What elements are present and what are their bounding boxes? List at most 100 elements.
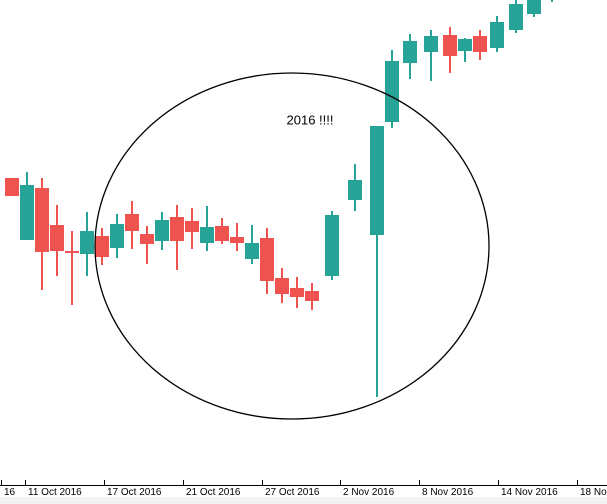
candle <box>290 277 304 308</box>
candle <box>230 223 244 251</box>
candlestick-series <box>5 0 553 397</box>
candle <box>424 30 438 81</box>
candle <box>403 34 417 79</box>
candle <box>110 214 124 258</box>
x-axis-tick-label: 18 Nov 2016 <box>580 487 607 498</box>
x-axis-ticks <box>0 480 607 486</box>
candle <box>473 30 487 60</box>
candle <box>305 283 319 310</box>
x-axis-line <box>0 485 607 486</box>
x-axis-tick <box>340 480 341 486</box>
candle <box>509 0 523 33</box>
candle <box>260 228 274 294</box>
candle <box>95 228 109 265</box>
candle <box>458 38 472 62</box>
candle-body <box>230 237 244 243</box>
candle <box>275 268 289 303</box>
candle-body <box>50 225 64 251</box>
candle <box>348 164 362 211</box>
candle-wick <box>71 231 73 305</box>
x-axis-tick <box>262 480 263 486</box>
x-axis-tick-label: 11 Oct 2016 <box>28 487 82 498</box>
candle <box>385 50 399 128</box>
x-axis-tick-label: 2 Nov 2016 <box>343 487 395 498</box>
candle-body <box>125 214 139 231</box>
candle-body <box>260 238 274 281</box>
candle-body <box>155 220 169 241</box>
candle <box>325 211 339 280</box>
chart-canvas <box>5 0 553 420</box>
candle-body <box>200 227 214 243</box>
candle <box>551 0 553 2</box>
candle <box>370 126 384 397</box>
candle <box>245 225 259 264</box>
candle-body <box>305 291 319 301</box>
x-axis-tick-label: 27 Oct 2016 <box>265 487 320 498</box>
candle-body <box>473 36 487 52</box>
x-axis-tick <box>419 480 420 486</box>
candle <box>35 178 49 290</box>
candle <box>185 208 199 249</box>
candle <box>200 206 214 251</box>
candle-body <box>185 221 199 232</box>
highlight-ellipse <box>94 72 490 420</box>
candle <box>5 178 19 196</box>
candle <box>80 212 94 276</box>
x-axis-tick <box>25 480 26 486</box>
x-axis-tick <box>104 480 105 486</box>
candle <box>443 27 457 73</box>
candle-wick <box>551 0 553 2</box>
candle <box>20 172 34 240</box>
candle-body <box>385 61 399 122</box>
candle <box>140 226 154 264</box>
candle <box>170 205 184 270</box>
annotation-label-2016: 2016 !!!! <box>286 112 334 128</box>
candle-body <box>443 35 457 56</box>
x-axis-tick-label: 21 Oct 2016 <box>186 487 241 498</box>
candle-body <box>65 251 79 253</box>
annotation-shapes <box>94 72 490 420</box>
x-axis-tick-label: 14 Nov 2016 <box>501 487 558 498</box>
x-axis-tick <box>1 480 2 486</box>
x-axis-tick-label: 16 <box>4 487 16 498</box>
candle <box>490 16 504 52</box>
candle-wick <box>146 226 148 264</box>
candle <box>527 0 541 17</box>
candle-body <box>140 234 154 244</box>
candle-body <box>275 278 289 294</box>
x-axis-tick-label: 8 Nov 2016 <box>422 487 474 498</box>
candle-body <box>20 185 34 240</box>
candle <box>155 212 169 250</box>
candle-body <box>424 36 438 52</box>
candle <box>125 201 139 249</box>
candle-body <box>5 178 19 196</box>
candle-body <box>35 188 49 252</box>
bottom-border-strip <box>0 497 607 504</box>
candle-body <box>215 226 229 241</box>
candle-body <box>110 224 124 248</box>
candle-body <box>509 4 523 30</box>
x-axis-tick <box>577 480 578 486</box>
x-axis-tick-label: 17 Oct 2016 <box>107 487 162 498</box>
candle-wick <box>376 126 378 397</box>
candle-body <box>80 231 94 254</box>
candle-body <box>527 0 541 14</box>
chart-plot-area: 2016 !!!! <box>5 0 553 420</box>
candle-body <box>458 39 472 51</box>
candle-body <box>245 243 259 259</box>
candle-body <box>290 288 304 297</box>
candle <box>50 205 64 276</box>
candle-body <box>403 41 417 63</box>
candle <box>65 231 79 305</box>
candle-body <box>325 215 339 276</box>
candle-body <box>170 217 184 241</box>
candle <box>215 218 229 244</box>
candle-body <box>370 126 384 235</box>
x-axis-tick <box>498 480 499 486</box>
candle-body <box>95 236 109 257</box>
x-axis-tick <box>183 480 184 486</box>
candle-body <box>490 22 504 48</box>
candle-wick <box>430 30 432 81</box>
candle-body <box>348 180 362 200</box>
